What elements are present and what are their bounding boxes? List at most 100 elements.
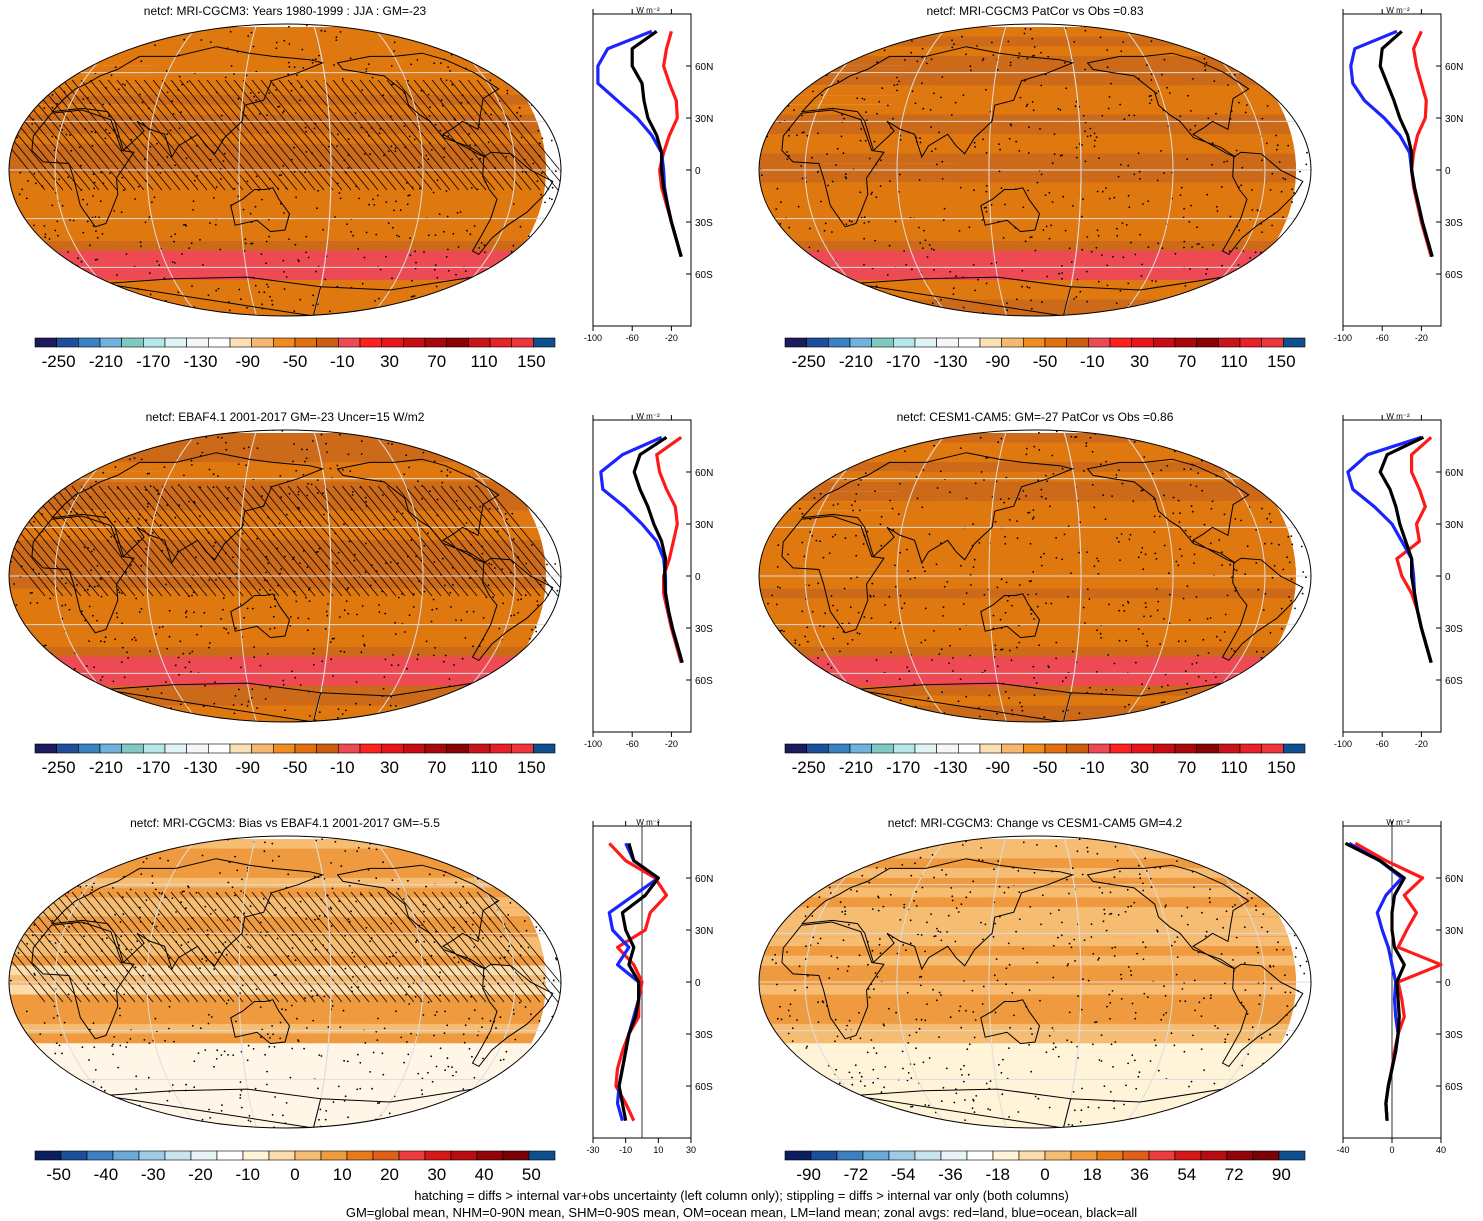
y-tick-label: 30S (695, 218, 713, 229)
field-shading (9, 432, 546, 722)
colorbar-swatch (78, 743, 101, 754)
colorbar-label: -170 (886, 758, 920, 777)
colorbar-swatch (34, 743, 57, 754)
colorbar-label: 70 (427, 352, 446, 371)
colorbar-swatch (1066, 743, 1089, 754)
x-tick-label: -60 (626, 333, 639, 343)
colorbar-swatch (502, 1150, 530, 1161)
colorbar-swatch (229, 337, 252, 348)
colorbar-swatch (1261, 337, 1284, 348)
continent-outline (471, 963, 554, 1068)
colorbar-swatch (86, 1150, 114, 1161)
colorbar-label: -10 (330, 352, 355, 371)
colorbar-swatch (533, 743, 556, 754)
colorbar-label: 30 (380, 758, 399, 777)
map-title: netcf: MRI-CGCM3: Bias vs EBAF4.1 2001-2… (130, 816, 440, 830)
continent-outline (800, 46, 1075, 159)
colorbar-swatch (533, 337, 556, 348)
colorbar-label: -130 (183, 758, 217, 777)
colorbar-label: 0 (1040, 1165, 1049, 1184)
colorbar-label: -210 (839, 758, 873, 777)
colorbar-swatch (1196, 743, 1219, 754)
continent-outline (336, 458, 500, 564)
y-tick-label: 60S (695, 270, 713, 281)
colorbar: -90 -72 -54 -36 -18 0 18 36 54 72 90 (784, 1150, 1306, 1184)
colorbar-label: 20 (380, 1165, 399, 1184)
coastlines (781, 46, 1304, 316)
colorbar-label: 0 (290, 1165, 299, 1184)
colorbar-label: 50 (522, 1165, 541, 1184)
continent-outline (336, 52, 500, 158)
map-title: netcf: MRI-CGCM3 PatCor vs Obs =0.83 (926, 4, 1144, 18)
profile-svg: -100 -60 -20 60N 30N 0 30S 60S W m⁻² (584, 412, 713, 749)
zonal-mean-profile: -100 -60 -20 60N 30N 0 30S 60S W m⁻² (1325, 4, 1463, 343)
map-svg (8, 835, 562, 1129)
colorbar-swatch (806, 743, 829, 754)
profile-unit-label: W m⁻² (1386, 412, 1410, 421)
colorbar-label: 110 (471, 352, 498, 371)
field-shading (9, 838, 546, 1128)
series-line-all (630, 29, 683, 258)
colorbar-swatch (468, 743, 491, 754)
y-tick-label: 30S (1445, 1030, 1463, 1041)
colorbar-swatch (424, 1150, 452, 1161)
colorbar-swatch (403, 337, 426, 348)
colorbar-label: -10 (330, 758, 355, 777)
colorbar-svg: -50 -40 -30 -20 -10 0 10 20 30 40 50 (34, 1150, 556, 1184)
colorbar-swatch (424, 743, 447, 754)
continent-outline (781, 109, 885, 228)
hatching (9, 891, 561, 1003)
colorbar-swatch (1109, 337, 1132, 348)
zonal-mean-profile: -100 -60 -20 60N 30N 0 30S 60S W m⁻² (575, 410, 713, 749)
colorbar-swatch (893, 743, 916, 754)
colorbar-swatch (78, 337, 101, 348)
colorbar-swatch (1283, 337, 1306, 348)
colorbar-swatch (242, 1150, 270, 1161)
colorbar-label: -10 (1080, 352, 1105, 371)
continent-outline (980, 593, 1041, 639)
continent-outline (781, 515, 885, 634)
colorbar: -50 -40 -30 -20 -10 0 10 20 30 40 50 (34, 1150, 556, 1184)
colorbar-swatch (979, 337, 1002, 348)
colorbar-swatch (1278, 1150, 1306, 1161)
continent-outline (471, 151, 554, 256)
colorbar-swatch (34, 1150, 62, 1161)
continent-outline (50, 452, 325, 565)
y-tick-label: 60N (1445, 62, 1463, 73)
y-tick-label: 60S (1445, 270, 1463, 281)
continent-outline (31, 515, 135, 634)
colorbar-swatch (828, 337, 851, 348)
y-tick-label: 60N (1445, 874, 1463, 885)
colorbar-label: -130 (933, 758, 967, 777)
colorbar-label: 10 (333, 1165, 352, 1184)
y-tick-label: 60S (1445, 1082, 1463, 1093)
colorbar-swatch (476, 1150, 504, 1161)
colorbar-swatch (381, 743, 404, 754)
colorbar-swatch (273, 337, 296, 348)
colorbar-label: 110 (1221, 352, 1248, 371)
x-tick-label: -20 (665, 333, 678, 343)
y-tick-label: 30S (695, 624, 713, 635)
zonal-mean-profile: -30 -10 10 30 60N 30N 0 30S 60S W m⁻² (575, 816, 713, 1155)
colorbar-swatch (1174, 1150, 1202, 1161)
coastlines (781, 452, 1304, 722)
colorbar-label: 40 (475, 1165, 494, 1184)
colorbar-swatch (190, 1150, 218, 1161)
continent-outline (230, 187, 291, 233)
colorbar-swatch (1239, 337, 1262, 348)
map-border (8, 835, 562, 1129)
y-tick-label: 0 (695, 572, 701, 583)
continent-outline (853, 682, 1223, 722)
colorbar-label: -10 (235, 1165, 260, 1184)
colorbar-label: -250 (792, 352, 826, 371)
colorbar-swatch (849, 743, 872, 754)
colorbar-label: -36 (938, 1165, 963, 1184)
colorbar-swatch (784, 337, 807, 348)
colorbar-swatch (56, 337, 79, 348)
colorbar-label: -18 (985, 1165, 1010, 1184)
colorbar: -250 -210 -170 -130 -90 -50 -10 30 70 110 150 (34, 337, 556, 371)
y-tick-label: 30N (695, 520, 713, 531)
colorbar-label: -90 (235, 352, 260, 371)
hatching (9, 79, 561, 191)
continent-outline (103, 682, 473, 722)
